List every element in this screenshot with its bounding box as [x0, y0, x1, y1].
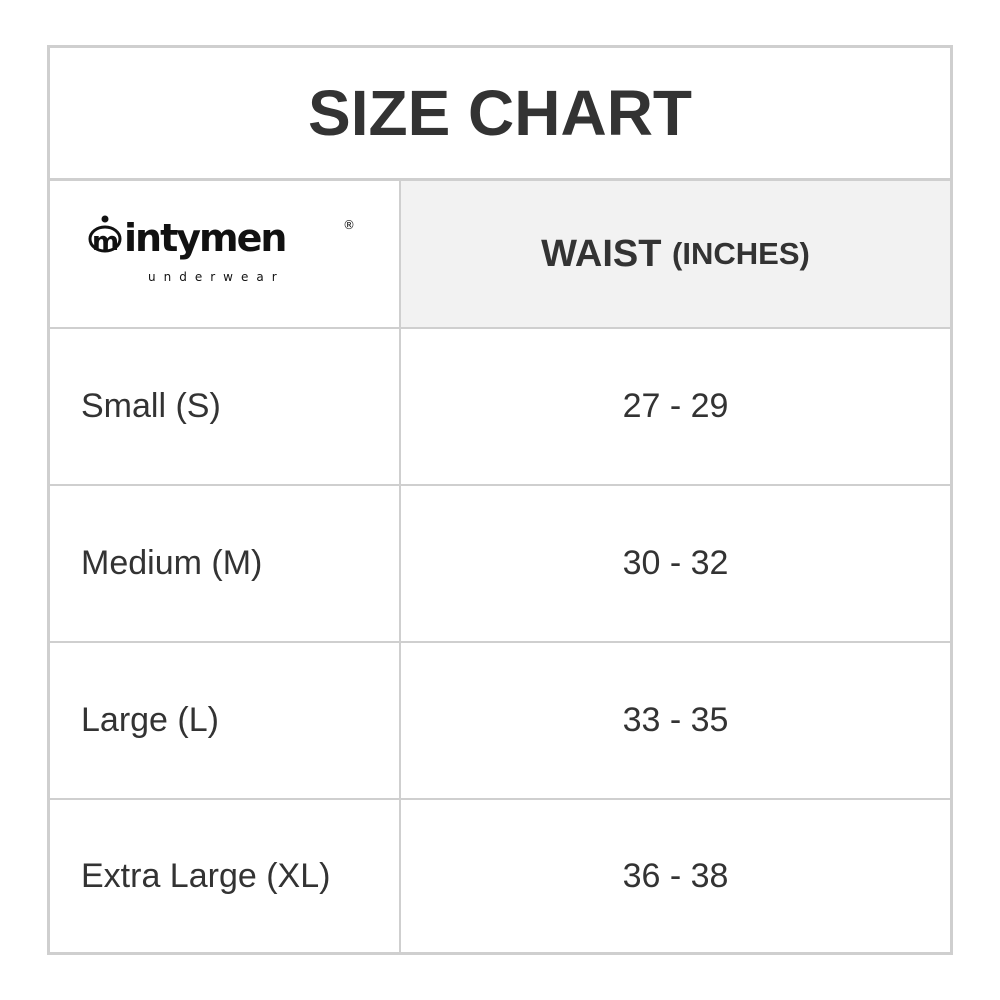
- waist-header-label: WAIST: [541, 232, 662, 275]
- table-row: Large (L) 33 - 35: [50, 643, 950, 800]
- svg-text:®: ®: [343, 218, 355, 232]
- size-label: Extra Large (XL): [81, 856, 331, 895]
- page-title: SIZE CHART: [50, 48, 950, 181]
- table-row: Extra Large (XL) 36 - 38: [50, 800, 950, 952]
- table-row: Medium (M) 30 - 32: [50, 486, 950, 643]
- brand-logo: m intymen ® underwear: [88, 215, 355, 284]
- svg-text:underwear: underwear: [148, 270, 285, 284]
- waist-value: 27 - 29: [622, 387, 729, 425]
- header-row: m intymen ® underwear WAIST (INCHES): [50, 181, 950, 329]
- waist-header-cell: WAIST (INCHES): [401, 181, 950, 327]
- size-label: Large (L): [81, 701, 219, 739]
- size-chart-table: SIZE CHART m intymen ® underwear WAIST (…: [47, 45, 953, 955]
- svg-text:m: m: [92, 227, 119, 257]
- waist-value: 36 - 38: [622, 856, 729, 895]
- waist-value: 30 - 32: [622, 544, 729, 582]
- waist-value: 33 - 35: [622, 701, 729, 739]
- svg-text:intymen: intymen: [124, 216, 285, 260]
- logo-cell: m intymen ® underwear: [50, 181, 401, 327]
- size-label: Small (S): [81, 387, 221, 425]
- table-row: Small (S) 27 - 29: [50, 329, 950, 486]
- waist-header-unit: (INCHES): [672, 236, 810, 271]
- size-label: Medium (M): [81, 544, 263, 582]
